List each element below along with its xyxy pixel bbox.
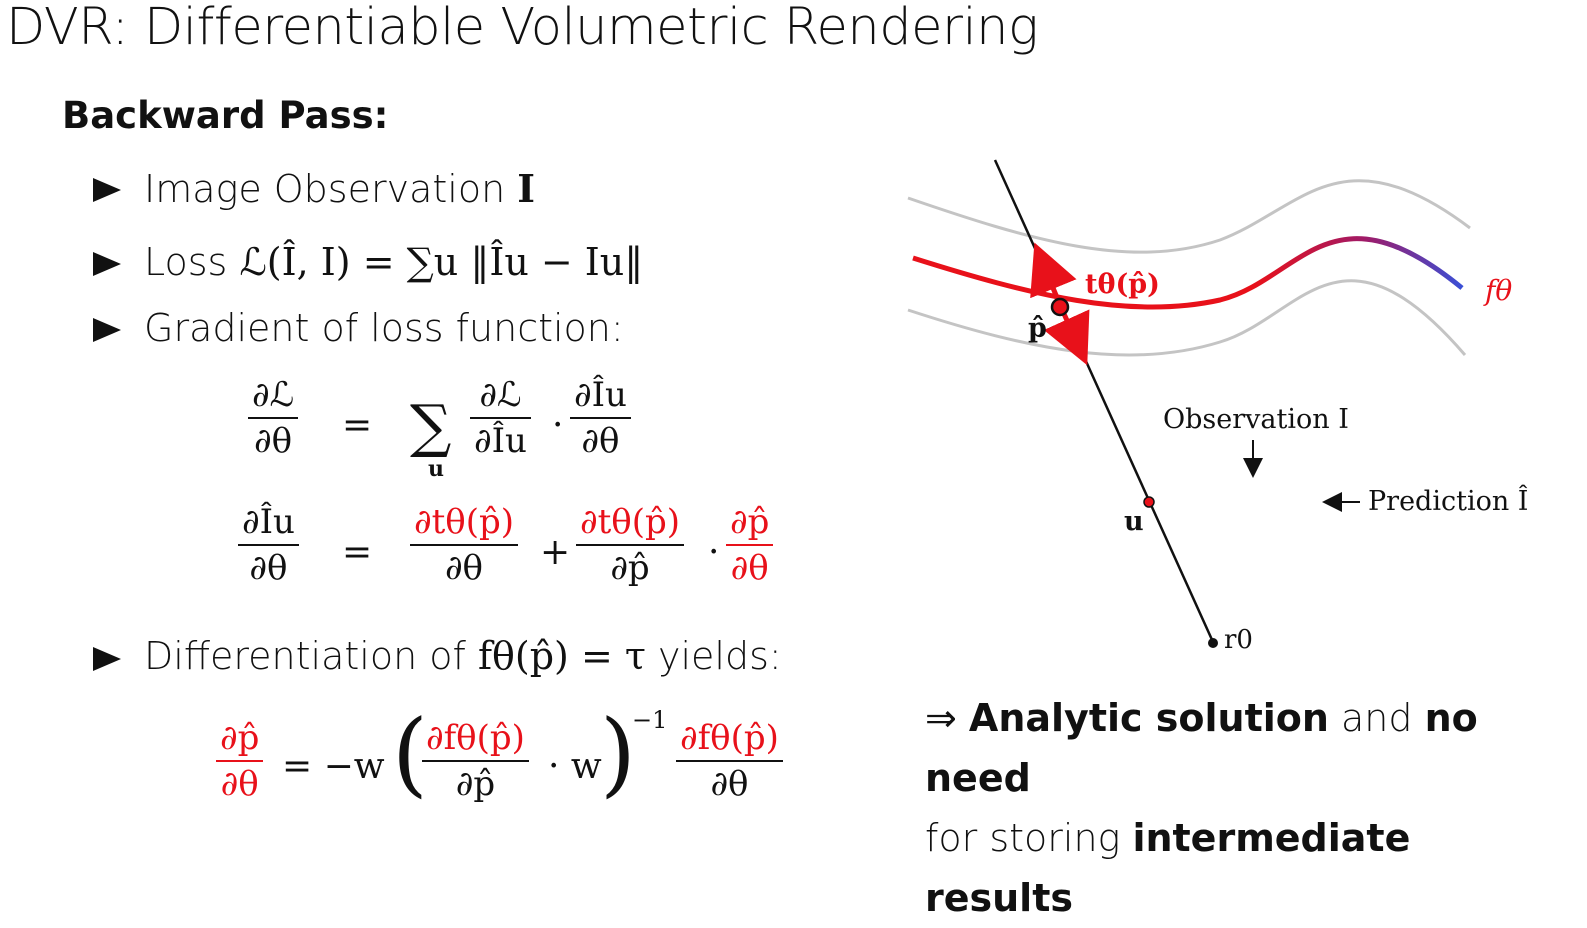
observation-label: Observation I xyxy=(1163,404,1349,435)
conclusion-bold-1: Analytic solution xyxy=(968,696,1329,740)
eq3-inner-fraction: ∂fθ(p̂) ∂p̂ xyxy=(422,718,529,804)
conclusion-bold-2: no need xyxy=(925,696,1478,800)
eq3-equals-neg-w: = −w xyxy=(282,746,385,787)
bullet-math: fθ(p̂) = τ xyxy=(477,634,646,678)
eq2-fraction-2: ∂tθ(p̂) ∂p̂ xyxy=(576,502,685,588)
section-heading: Backward Pass: xyxy=(62,94,389,137)
bullet-marker-icon xyxy=(93,178,121,202)
bullet-math: ℒ(Î, I) = ∑u ‖Îu − Iu‖ xyxy=(239,240,644,284)
bullet-marker-icon xyxy=(93,252,121,276)
eq1-sum: ∑ xyxy=(410,392,452,460)
bullet-suffix: yields: xyxy=(645,634,782,678)
normal-arrow-up xyxy=(1030,242,1077,306)
eq1-fraction-1: ∂ℒ ∂Îu xyxy=(470,375,531,461)
surface-curve xyxy=(912,236,1464,310)
ray-surface-diagram xyxy=(907,159,1471,648)
prediction-label: Prediction Î xyxy=(1368,486,1529,517)
surface-point xyxy=(1050,297,1070,317)
eq2-equals: = xyxy=(342,532,373,573)
eq3-dot-w: · w xyxy=(548,746,602,787)
pixel-label: u xyxy=(1124,506,1144,537)
normal-label: tθ(p̂) xyxy=(1085,269,1160,300)
bullet-image-observation: Image Observation I xyxy=(144,166,535,211)
conclusion-text: ⇒ Analytic solution and no need for stor… xyxy=(925,688,1565,928)
bullet-marker-icon xyxy=(93,647,121,671)
upper-level-set-curve xyxy=(907,179,1471,254)
eq1-equals: = xyxy=(342,405,373,446)
bullet-text: Image Observation xyxy=(144,167,518,211)
camera-ray xyxy=(993,159,1215,643)
eq1-sum-sub: u xyxy=(428,456,444,482)
surface-label: fθ xyxy=(1485,274,1513,307)
bullet-text: Loss xyxy=(144,240,240,284)
bullet-text: Differentiation of xyxy=(144,634,478,678)
eq2-fraction-1: ∂tθ(p̂) ∂θ xyxy=(410,502,519,588)
implies-arrow: ⇒ xyxy=(925,696,969,740)
eq3-lhs-fraction: ∂p̂ ∂θ xyxy=(216,718,264,804)
bullet-loss: Loss ℒ(Î, I) = ∑u ‖Îu − Iu‖ xyxy=(144,240,643,284)
bullet-math: I xyxy=(517,166,536,211)
eq2-fraction-3: ∂p̂ ∂θ xyxy=(726,502,774,588)
pixel-point xyxy=(1143,496,1155,508)
eq3-left-paren: ( xyxy=(392,700,428,807)
eq1-fraction-2: ∂Îu ∂θ xyxy=(570,375,631,461)
eq3-exponent: −1 xyxy=(632,706,668,734)
eq1-dot: · xyxy=(552,405,564,446)
conclusion-mid: and xyxy=(1328,696,1425,740)
eq2-dot: · xyxy=(708,532,720,573)
eq3-fraction: ∂fθ(p̂) ∂θ xyxy=(676,718,783,804)
bullet-marker-icon xyxy=(93,318,121,342)
origin-label: r0 xyxy=(1224,625,1253,655)
ray-origin-point xyxy=(1208,638,1218,648)
bullet-gradient: Gradient of loss function: xyxy=(144,306,624,350)
conclusion-line-2: for storing xyxy=(925,816,1133,860)
bullet-text: Gradient of loss function: xyxy=(144,306,624,350)
eq2-lhs-fraction: ∂Îu ∂θ xyxy=(238,502,299,588)
eq3-right-paren: ) xyxy=(600,700,636,807)
slide-title: DVR: Differentiable Volumetric Rendering xyxy=(6,0,1039,57)
point-label: p̂ xyxy=(1028,313,1047,344)
lower-level-set-curve xyxy=(907,279,1467,357)
eq1-lhs-fraction: ∂ℒ ∂θ xyxy=(248,375,299,461)
eq2-plus: + xyxy=(540,532,571,573)
bullet-differentiation: Differentiation of fθ(p̂) = τ yields: xyxy=(144,634,782,678)
